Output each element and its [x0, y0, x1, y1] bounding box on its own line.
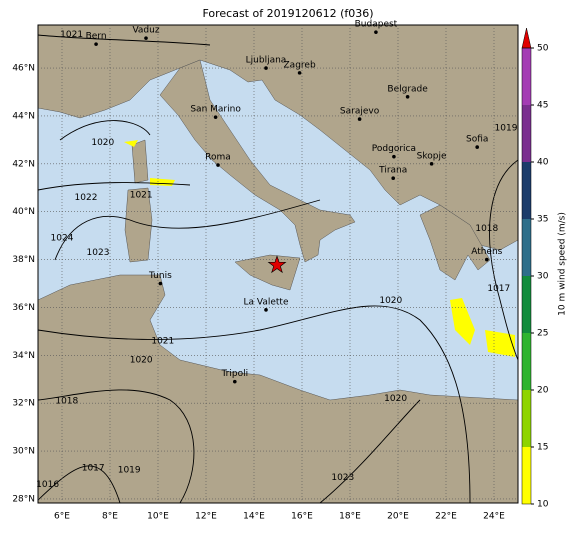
lat-tick-label: 32°N — [12, 399, 35, 409]
isobar-label: 1020 — [130, 356, 153, 366]
city-label: Budapest — [355, 20, 398, 30]
city-dot — [374, 30, 378, 34]
city-label: Tripoli — [220, 369, 248, 379]
lon-tick-label: 18°E — [339, 512, 361, 522]
city-dot — [485, 257, 489, 262]
city-dot — [264, 308, 268, 312]
isobar-label: 1020 — [379, 296, 402, 306]
city-dot — [475, 145, 480, 149]
colorbar-segment — [522, 447, 531, 504]
isobar-label: 1021 — [151, 336, 174, 346]
city-dot — [264, 66, 268, 70]
isobar-label: 1024 — [51, 234, 74, 244]
isobar-label: 1022 — [75, 193, 98, 203]
city-label: Skopje — [417, 151, 447, 161]
city-label: Roma — [205, 153, 231, 163]
colorbar-tick-label: 40 — [537, 158, 549, 168]
lon-tick-label: 22°E — [435, 512, 457, 522]
colorbar-segment — [522, 105, 531, 162]
city-dot — [405, 95, 410, 99]
isobar-label: 1020 — [384, 394, 407, 404]
city-label: Podgorica — [372, 144, 416, 154]
colorbar-tick-label: 10 — [537, 500, 549, 510]
isobar-label: 1021 — [60, 30, 83, 40]
city-label: Bern — [86, 32, 107, 42]
frame — [37, 24, 519, 504]
lon-tick-label: 24°E — [483, 512, 505, 522]
lat-tick-label: 28°N — [12, 494, 35, 504]
city-dot — [233, 379, 237, 384]
colorbar-tick-label: 30 — [537, 272, 549, 282]
colorbar-extend — [521, 27, 532, 49]
location-marker — [267, 255, 287, 274]
colorbar-segment — [522, 162, 531, 219]
city-label: Tirana — [378, 166, 407, 176]
lat-tick-label: 44°N — [12, 111, 35, 121]
city-dot — [158, 281, 163, 286]
lat-tick-label: 42°N — [12, 159, 35, 169]
lon-tick-label: 8°E — [102, 512, 118, 522]
city-label: La Valette — [244, 297, 289, 307]
isobar-label: 1016 — [36, 480, 59, 490]
colorbar-tick-label: 15 — [537, 443, 548, 453]
city-label: Ljubljana — [246, 56, 287, 66]
colorbar-segment — [522, 390, 531, 447]
city-dot — [392, 154, 396, 159]
city-label: Tunis — [148, 271, 172, 281]
isobar-label: 1023 — [87, 248, 110, 258]
isobar-label: 1021 — [130, 190, 153, 200]
lat-tick-label: 38°N — [12, 255, 35, 265]
city-dot — [297, 71, 302, 75]
lon-tick-label: 14°E — [243, 512, 265, 522]
lat-tick-label: 36°N — [12, 303, 35, 313]
city-label: Sofia — [466, 135, 488, 145]
lon-tick-label: 16°E — [291, 512, 313, 522]
city-dot — [357, 117, 362, 121]
wind-patches — [124, 140, 515, 357]
lat-tick-label: 34°N — [12, 351, 35, 361]
city-label: San Marino — [190, 105, 241, 115]
isobar-label: 1019 — [495, 123, 518, 133]
isobar-label: 1023 — [331, 473, 354, 483]
isobar-label: 1018 — [55, 396, 78, 406]
isobar-label: 1020 — [91, 138, 114, 148]
city-dot — [429, 162, 434, 166]
city-dot — [216, 163, 220, 167]
colorbar-segment — [522, 48, 531, 105]
lon-tick-label: 10°E — [147, 512, 169, 522]
city-dot — [94, 42, 98, 46]
lon-tick-label: 6°E — [54, 512, 70, 522]
isobar-label: 1017 — [487, 284, 510, 294]
city-label: Zagreb — [284, 60, 316, 70]
lat-tick-label: 46°N — [12, 64, 35, 74]
colorbar-tick-label: 50 — [537, 44, 549, 54]
colorbar-tick-label: 20 — [537, 386, 549, 396]
colorbar-segment — [522, 333, 531, 390]
lat-tick-label: 40°N — [12, 207, 35, 217]
city-label: Belgrade — [387, 84, 428, 94]
colorbar-label: 10 m wind speed (m/s) — [558, 212, 568, 316]
isobar-label: 1017 — [82, 463, 105, 473]
city-label: Athens — [471, 247, 502, 257]
colorbar-tick-label: 35 — [537, 215, 548, 225]
city-label: Sarajevo — [340, 107, 380, 117]
colorbar-segment — [522, 276, 531, 333]
city-label: Vaduz — [132, 26, 159, 36]
lon-tick-label: 12°E — [195, 512, 217, 522]
colorbar-tick-label: 25 — [537, 329, 548, 339]
isobars — [37, 34, 519, 504]
city-dot — [213, 115, 218, 119]
city-dot — [391, 176, 396, 180]
lat-tick-label: 30°N — [12, 447, 35, 457]
title: Forecast of 2019120612 (f036) — [202, 7, 373, 20]
isobar-label: 1019 — [118, 466, 141, 476]
city-dot — [144, 36, 148, 40]
colorbar-tick-label: 45 — [537, 101, 548, 111]
lon-tick-label: 20°E — [387, 512, 409, 522]
colorbar-segment — [522, 219, 531, 276]
isobar-label: 1018 — [475, 224, 498, 234]
